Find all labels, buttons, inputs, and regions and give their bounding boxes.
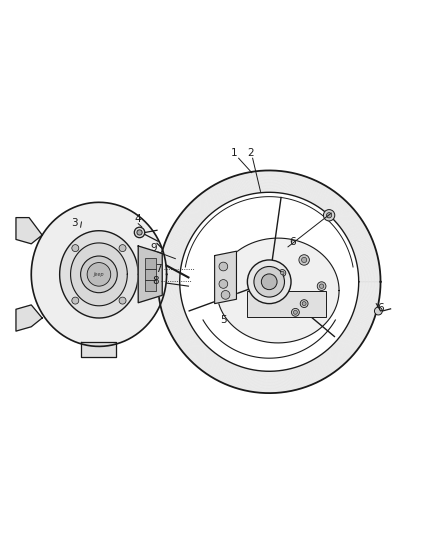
Circle shape	[279, 270, 286, 277]
Text: 8: 8	[152, 276, 159, 286]
Text: 9: 9	[150, 243, 157, 253]
Polygon shape	[60, 231, 138, 318]
Circle shape	[302, 302, 306, 305]
Circle shape	[299, 255, 309, 265]
Text: 6: 6	[377, 303, 384, 313]
Circle shape	[326, 213, 332, 218]
Polygon shape	[180, 192, 359, 372]
Polygon shape	[71, 243, 127, 306]
Circle shape	[87, 263, 111, 286]
Polygon shape	[217, 238, 339, 343]
Circle shape	[221, 290, 230, 299]
Circle shape	[254, 266, 285, 297]
Text: 5: 5	[220, 315, 227, 325]
Circle shape	[219, 280, 228, 288]
Bar	[145, 258, 155, 269]
Text: 2: 2	[247, 148, 254, 158]
Circle shape	[137, 230, 142, 235]
Circle shape	[281, 271, 284, 275]
Polygon shape	[81, 342, 117, 357]
Text: 4: 4	[135, 214, 141, 224]
Circle shape	[72, 297, 79, 304]
Text: 6: 6	[289, 238, 296, 247]
Polygon shape	[16, 217, 42, 244]
Text: 7: 7	[155, 264, 162, 274]
Circle shape	[134, 227, 145, 238]
Circle shape	[219, 262, 228, 271]
Circle shape	[301, 257, 307, 263]
Circle shape	[72, 245, 79, 252]
Circle shape	[374, 307, 382, 315]
Circle shape	[261, 274, 277, 289]
Circle shape	[293, 310, 297, 314]
Bar	[247, 290, 326, 317]
Bar	[145, 269, 155, 280]
Circle shape	[119, 245, 126, 252]
Circle shape	[81, 256, 117, 293]
Text: 1: 1	[231, 148, 237, 158]
Text: Jeep: Jeep	[94, 272, 104, 277]
Polygon shape	[31, 203, 166, 346]
Circle shape	[317, 282, 326, 290]
Polygon shape	[16, 305, 42, 331]
Circle shape	[119, 297, 126, 304]
Polygon shape	[138, 246, 162, 303]
Circle shape	[323, 209, 335, 221]
Circle shape	[247, 260, 291, 304]
Polygon shape	[215, 251, 237, 304]
Text: 3: 3	[71, 218, 78, 228]
Circle shape	[319, 284, 324, 288]
Circle shape	[291, 309, 299, 316]
Bar	[145, 280, 155, 290]
Circle shape	[300, 300, 308, 308]
